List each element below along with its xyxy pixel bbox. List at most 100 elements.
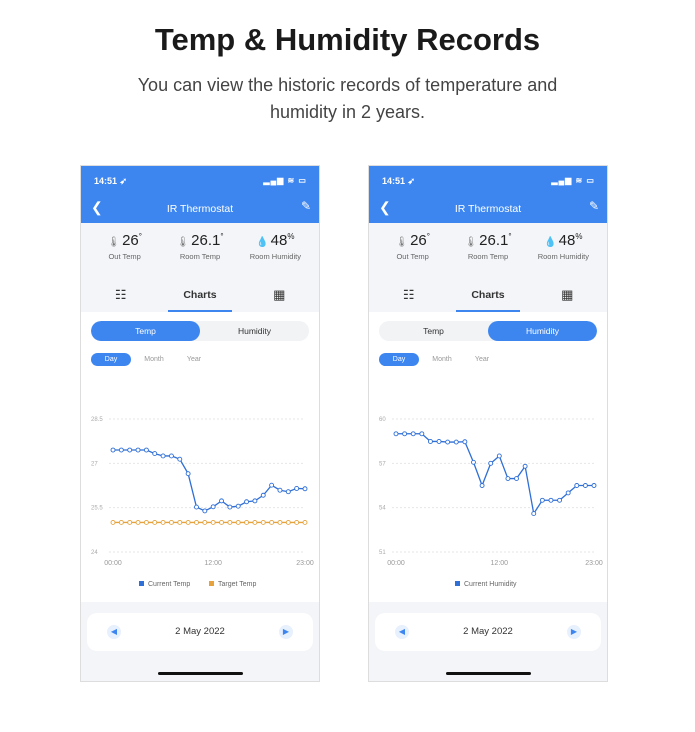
period-day[interactable]: Day <box>379 353 419 366</box>
next-date-arrow-icon[interactable]: ▶ <box>279 625 293 639</box>
home-indicator <box>446 672 531 675</box>
stat-label: Room Humidity <box>537 252 589 261</box>
data-point <box>118 447 124 453</box>
data-point <box>194 504 199 510</box>
data-point <box>210 504 216 510</box>
date-navigator: ◀ 2 May 2022 ▶ <box>375 613 601 651</box>
prev-date-arrow-icon[interactable]: ◀ <box>107 625 121 639</box>
stat-unit: % <box>287 232 295 241</box>
data-point <box>302 486 308 492</box>
data-point <box>160 519 166 525</box>
signal-wifi-battery-icon: ▂▄▆ ≋ ▭ <box>263 176 307 185</box>
legend-swatch <box>209 581 214 586</box>
data-point <box>574 483 580 488</box>
data-point <box>539 497 545 503</box>
droplet-icon: 💧 <box>544 237 557 248</box>
thermometer-icon: 🌡 <box>107 237 121 248</box>
period-day[interactable]: Day <box>91 353 131 366</box>
data-point <box>462 439 468 445</box>
back-chevron-icon[interactable]: ❮ <box>379 199 391 215</box>
segment-humidity[interactable]: Humidity <box>237 326 272 336</box>
data-point <box>152 451 158 457</box>
prev-date-arrow-icon[interactable]: ◀ <box>395 625 409 639</box>
data-point <box>235 503 241 509</box>
data-point <box>591 483 597 488</box>
data-point <box>565 490 571 496</box>
data-point <box>514 476 519 482</box>
data-point <box>227 519 233 525</box>
period-year[interactable]: Year <box>474 356 490 363</box>
edit-icon[interactable]: ✎ <box>300 199 311 213</box>
stat-unit: ° <box>220 232 224 241</box>
y-tick-label: 57 <box>379 461 386 467</box>
date-label: 2 May 2022 <box>175 626 225 637</box>
home-indicator <box>158 672 243 675</box>
data-point <box>177 519 183 525</box>
series-line <box>396 433 594 516</box>
period-year[interactable]: Year <box>186 356 202 363</box>
data-point <box>185 519 191 525</box>
data-point <box>496 453 502 459</box>
line-chart: 28.5 27 25.5 24 00:00 12:00 23:00 Current Temp T… <box>91 417 314 588</box>
stat-out-temp: 🌡 26° Out Temp <box>375 232 450 261</box>
data-point <box>505 476 511 482</box>
stat-room-humidity: 💧 48% Room Humidity <box>526 232 601 261</box>
data-point <box>582 483 588 488</box>
stat-unit: ° <box>426 232 430 241</box>
data-point <box>227 504 233 510</box>
data-point <box>135 519 141 525</box>
data-point <box>277 487 283 493</box>
y-tick-label: 24 <box>91 550 98 556</box>
settings-sliders-icon[interactable]: ☷ <box>402 287 415 302</box>
app-bar: ❮ IR Thermostat ✎ <box>81 194 319 223</box>
stat-value: 26 <box>122 232 139 249</box>
stat-label: Out Temp <box>108 252 141 261</box>
tab-charts[interactable]: Charts <box>455 287 520 312</box>
back-chevron-icon[interactable]: ❮ <box>91 199 103 215</box>
data-point <box>277 519 283 525</box>
data-point <box>260 519 266 525</box>
data-point <box>285 489 291 495</box>
period-month[interactable]: Month <box>432 356 452 363</box>
segment-humidity[interactable]: Humidity <box>488 321 597 341</box>
segment-temp[interactable]: Temp <box>91 321 200 341</box>
app-title: IR Thermostat <box>454 203 522 215</box>
settings-sliders-icon[interactable]: ☷ <box>114 287 127 302</box>
stat-value: 48 <box>558 232 576 249</box>
data-point <box>522 463 528 469</box>
segment-temp[interactable]: Temp <box>423 326 444 336</box>
edit-icon[interactable]: ✎ <box>588 199 599 213</box>
date-label: 2 May 2022 <box>463 626 513 637</box>
page-title: Temp & Humidity Records <box>154 22 541 57</box>
data-point <box>160 453 166 459</box>
data-point <box>302 519 308 525</box>
x-tick-label: 23:00 <box>585 560 603 567</box>
x-tick-label: 23:00 <box>296 560 314 567</box>
grid-apps-icon[interactable]: ▦ <box>273 287 286 302</box>
data-point <box>235 519 241 525</box>
x-tick-label: 12:00 <box>491 560 509 567</box>
data-point <box>135 447 141 453</box>
tab-charts[interactable]: Charts <box>167 287 232 312</box>
x-tick-label: 12:00 <box>204 560 222 567</box>
stat-room-humidity: 💧 48% Room Humidity <box>238 232 313 261</box>
metric-toggle: Temp Humidity <box>379 321 597 341</box>
data-point <box>488 460 494 466</box>
date-navigator: ◀ 2 May 2022 ▶ <box>87 613 313 651</box>
data-point <box>110 447 116 453</box>
data-point <box>479 483 485 488</box>
legend-swatch <box>139 581 144 586</box>
grid-apps-icon[interactable]: ▦ <box>561 287 574 302</box>
thermometer-icon: 🌡 <box>395 237 409 248</box>
data-point <box>427 439 433 444</box>
data-point <box>557 497 563 503</box>
data-point <box>548 497 554 503</box>
stat-value: 26.1 <box>191 232 221 249</box>
next-date-arrow-icon[interactable]: ▶ <box>567 625 581 639</box>
data-point <box>168 519 174 525</box>
y-tick-label: 54 <box>379 506 386 512</box>
period-month[interactable]: Month <box>144 356 164 363</box>
y-tick-label: 28.5 <box>91 417 103 423</box>
stat-label: Room Temp <box>179 252 221 261</box>
data-point <box>202 508 208 514</box>
